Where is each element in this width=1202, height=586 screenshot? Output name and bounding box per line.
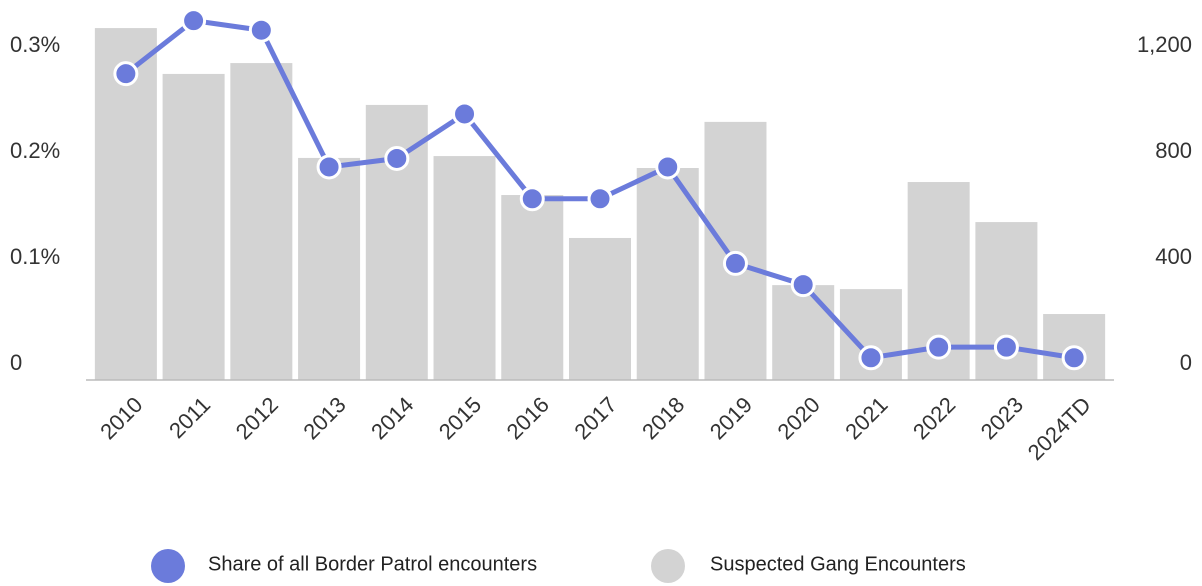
x-tick-label: 2019 (705, 392, 757, 444)
bar (433, 156, 496, 380)
legend-swatch (651, 549, 685, 583)
point (248, 17, 274, 43)
y2-tick-label: 400 (1155, 244, 1192, 269)
point (587, 186, 613, 212)
bar (569, 237, 631, 380)
x-tick-label: 2023 (976, 392, 1028, 444)
point (452, 101, 478, 127)
x-tick-label: 2021 (840, 392, 892, 444)
y2-tick-label: 1,200 (1137, 32, 1192, 57)
legend-label: Suspected Gang Encounters (710, 553, 966, 575)
point (384, 145, 410, 171)
bar (162, 73, 225, 381)
x-tick-label: 2012 (231, 392, 283, 444)
point (113, 61, 139, 87)
y2-tick-label: 0 (1180, 350, 1192, 375)
x-tick-label: 2011 (164, 392, 215, 443)
point (519, 186, 545, 212)
x-tick-label: 2017 (569, 392, 621, 444)
bar (636, 168, 699, 380)
bar (94, 28, 157, 381)
point (316, 154, 342, 180)
bar (230, 63, 293, 381)
y2-tick-label: 800 (1155, 138, 1192, 163)
y-tick-label: 0 (10, 350, 22, 375)
x-tick-label: 2020 (773, 392, 825, 444)
x-tick-label: 2018 (637, 392, 689, 444)
y-tick-label: 0.1% (10, 244, 60, 269)
x-tick-label: 2016 (502, 392, 554, 444)
point (655, 154, 681, 180)
point (181, 8, 207, 34)
bar (501, 195, 564, 380)
y-tick-label: 0.3% (10, 32, 60, 57)
x-tick-label: 2013 (298, 392, 350, 444)
point (1061, 345, 1087, 371)
x-tick-label: 2024TD (1023, 392, 1096, 465)
legend-label: Share of all Border Patrol encounters (208, 553, 537, 575)
point (722, 250, 748, 276)
point (790, 272, 816, 298)
bar (298, 157, 361, 380)
point (926, 334, 952, 360)
y-tick-label: 0.2% (10, 138, 60, 163)
point (858, 345, 884, 371)
x-tick-label: 2014 (366, 392, 418, 444)
x-tick-label: 2010 (95, 392, 147, 444)
x-tick-label: 2022 (908, 392, 960, 444)
legend-swatch (151, 549, 185, 583)
bar (772, 285, 835, 380)
x-tick-label: 2015 (434, 392, 486, 444)
point (993, 334, 1019, 360)
